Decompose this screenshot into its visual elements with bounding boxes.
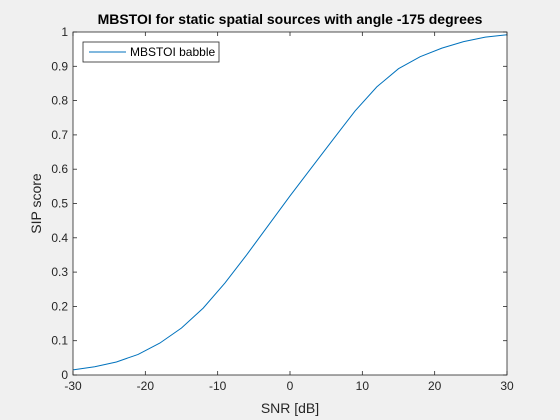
- y-tick-label: 0.6: [51, 162, 68, 176]
- y-tick-label: 0.5: [51, 197, 68, 211]
- y-tick-label: 0.9: [51, 59, 68, 73]
- chart-title: MBSTOI for static spatial sources with a…: [98, 11, 483, 27]
- x-tick-label: -10: [209, 379, 227, 393]
- y-tick-label: 0.1: [51, 334, 68, 348]
- x-tick-label: 10: [356, 379, 370, 393]
- y-tick-label: 0: [61, 368, 68, 382]
- y-axis-label: SIP score: [28, 173, 44, 234]
- x-tick-label: 0: [287, 379, 294, 393]
- legend[interactable]: MBSTOI babble: [83, 42, 219, 62]
- plot-area: [73, 32, 507, 375]
- x-tick-label: 20: [428, 379, 442, 393]
- y-tick-label: 0.2: [51, 299, 68, 313]
- x-tick-label: -20: [137, 379, 155, 393]
- x-tick-label: 30: [500, 379, 514, 393]
- y-tick-label: 0.3: [51, 265, 68, 279]
- y-tick-label: 0.4: [51, 231, 68, 245]
- x-axis-label: SNR [dB]: [261, 400, 319, 416]
- legend-entry-label: MBSTOI babble: [130, 45, 215, 59]
- y-tick-label: 0.8: [51, 94, 68, 108]
- y-tick-label: 0.7: [51, 128, 68, 142]
- y-tick-label: 1: [61, 25, 68, 39]
